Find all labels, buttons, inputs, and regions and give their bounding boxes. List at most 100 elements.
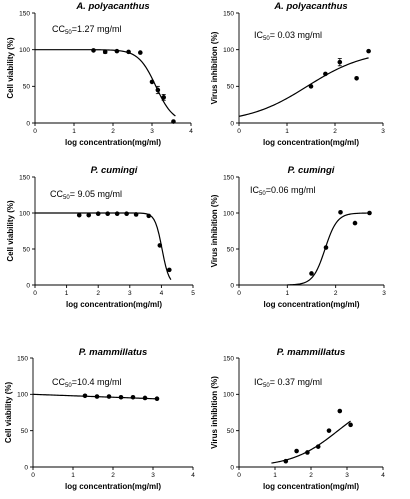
y-tick-label: 150 xyxy=(223,174,234,181)
x-tick-label: 0 xyxy=(237,290,241,297)
y-tick-label: 150 xyxy=(17,355,28,362)
annotation-subscript: 50 xyxy=(259,191,266,197)
annotation-prefix: CC xyxy=(50,189,63,199)
y-axis-label: Virus inhibition (%) xyxy=(210,194,219,267)
ic50-cc50-annotation: IC50= 0.37 mg/ml xyxy=(254,377,322,389)
x-tick-label: 1 xyxy=(273,472,277,479)
annotation-value: =10.4 mg/ml xyxy=(72,377,122,387)
data-point xyxy=(294,448,299,454)
data-point xyxy=(86,212,92,218)
y-tick-label: 50 xyxy=(227,84,235,91)
x-tick-label: 0 xyxy=(237,472,241,479)
x-axis-label: log concentration(mg/ml) xyxy=(264,300,360,309)
data-point xyxy=(142,395,148,401)
x-axis-label: log concentration(mg/ml) xyxy=(66,300,162,309)
x-tick-label: 2 xyxy=(111,128,115,135)
y-tick-label: 50 xyxy=(23,84,31,91)
data-point xyxy=(337,408,343,414)
x-tick-label: 3 xyxy=(381,128,385,135)
data-point xyxy=(352,220,358,226)
data-point xyxy=(367,210,372,216)
x-tick-label: 1 xyxy=(285,128,289,135)
data-point xyxy=(155,87,161,93)
x-tick-label: 0 xyxy=(33,290,37,297)
data-point xyxy=(114,48,120,54)
fit-curve xyxy=(287,212,370,286)
y-axis-label: Cell viability (%) xyxy=(6,37,15,99)
chart-panel-5: P. mammillatus 0 1 2 3 4 0 50 100 150 log concentr… xyxy=(4,347,195,491)
data-point xyxy=(326,428,332,433)
y-tick-label: 0 xyxy=(230,282,234,289)
y-tick-label: 50 xyxy=(227,428,235,435)
x-axis-label: log concentration(mg/ml) xyxy=(263,138,359,147)
y-tick-label: 50 xyxy=(227,246,235,253)
chart-title: A. polyacanthus xyxy=(273,1,347,12)
data-point xyxy=(154,396,160,401)
data-point xyxy=(146,213,152,219)
annotation-prefix: IC xyxy=(254,377,264,387)
data-point xyxy=(138,50,143,55)
ic50-cc50-annotation: IC50= 0.03 mg/ml xyxy=(254,30,322,42)
data-point xyxy=(315,444,321,449)
x-tick-label: 4 xyxy=(381,472,385,479)
y-tick-label: 50 xyxy=(23,246,31,253)
y-tick-label: 150 xyxy=(223,10,234,17)
data-point xyxy=(133,212,139,217)
fit-curve xyxy=(271,420,351,464)
ic50-cc50-annotation: CC50=1.27 mg/ml xyxy=(52,24,121,36)
annotation-value: = 0.37 mg/ml xyxy=(270,377,322,387)
ic50-cc50-annotation: IC50=0.06 mg/ml xyxy=(250,185,315,197)
y-tick-label: 100 xyxy=(19,210,30,217)
data-point xyxy=(105,211,110,217)
data-point xyxy=(94,394,100,399)
data-point xyxy=(157,243,163,248)
x-axis-label: log concentration(mg/ml) xyxy=(65,138,161,147)
y-tick-label: 0 xyxy=(26,282,30,289)
data-point xyxy=(82,393,88,399)
y-tick-label: 150 xyxy=(223,355,234,362)
y-tick-label: 100 xyxy=(17,392,28,399)
data-point xyxy=(337,59,343,65)
x-tick-label: 0 xyxy=(237,128,241,135)
ic50-cc50-annotation: CC50= 9.05 mg/ml xyxy=(50,189,122,201)
x-tick-label: 2 xyxy=(96,290,100,297)
data-point xyxy=(354,75,359,81)
annotation-subscript: 50 xyxy=(63,195,70,201)
annotation-subscript: 50 xyxy=(65,30,72,36)
annotation-prefix: CC xyxy=(52,24,65,34)
y-tick-label: 150 xyxy=(19,174,30,181)
x-tick-label: 2 xyxy=(309,472,313,479)
data-point xyxy=(167,267,172,273)
chart-panel-4: P. cumingi 0 1 2 3 0 50 100 150 log concentration… xyxy=(210,165,386,309)
annotation-value: = 9.05 mg/ml xyxy=(70,189,122,199)
data-point xyxy=(348,422,353,428)
annotation-subscript: 50 xyxy=(263,36,270,42)
data-point xyxy=(171,119,176,124)
x-tick-label: 1 xyxy=(65,290,69,297)
x-tick-label: 0 xyxy=(31,472,35,479)
y-tick-label: 100 xyxy=(223,392,234,399)
y-tick-label: 100 xyxy=(223,210,234,217)
data-point xyxy=(323,245,329,250)
y-tick-label: 0 xyxy=(24,464,28,471)
x-tick-label: 5 xyxy=(191,290,195,297)
x-tick-label: 3 xyxy=(128,290,132,297)
y-tick-label: 0 xyxy=(230,464,234,471)
y-tick-label: 50 xyxy=(21,428,29,435)
chart-panel-2: A. polyacanthus 0 1 2 3 0 50 100 150 log concentr… xyxy=(210,1,385,147)
data-point xyxy=(76,212,82,218)
data-point xyxy=(114,211,120,217)
data-point xyxy=(283,458,289,464)
chart-title: P. mammillatus xyxy=(277,347,345,358)
x-tick-label: 2 xyxy=(334,290,338,297)
annotation-prefix: IC xyxy=(254,30,264,40)
chart-title: P. cumingi xyxy=(288,165,335,176)
data-point xyxy=(309,271,314,276)
data-point xyxy=(323,71,328,77)
y-axis-label: Cell viability (%) xyxy=(6,200,15,262)
x-tick-label: 3 xyxy=(150,128,154,135)
data-point xyxy=(149,79,155,85)
annotation-value: = 0.03 mg/ml xyxy=(270,30,322,40)
y-axis-label: Virus inhibition (%) xyxy=(210,376,219,449)
